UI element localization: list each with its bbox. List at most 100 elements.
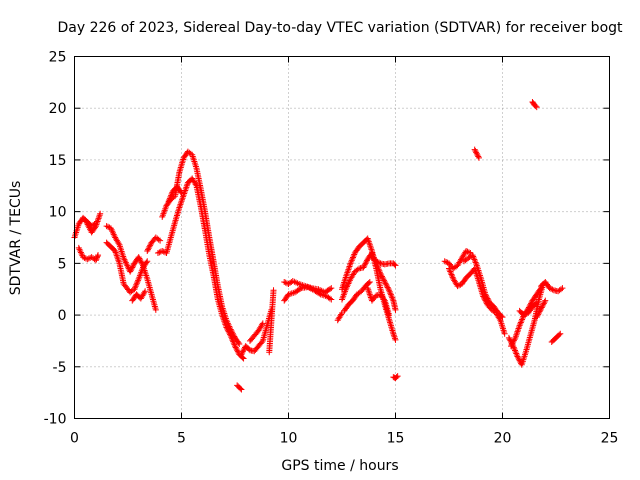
data-point <box>326 295 333 302</box>
data-point <box>538 305 545 312</box>
data-point <box>84 256 91 263</box>
data-point <box>510 337 517 344</box>
series-arc-26 <box>460 252 506 321</box>
data-point <box>133 280 140 287</box>
data-point <box>557 330 564 337</box>
data-point <box>393 374 400 381</box>
data-point <box>168 192 175 199</box>
y-tick-label: 5 <box>58 256 67 272</box>
data-point <box>388 293 395 300</box>
data-point <box>512 349 519 356</box>
data-point <box>234 347 241 354</box>
data-point <box>92 224 99 231</box>
data-point <box>132 284 139 291</box>
data-point <box>239 348 246 355</box>
series-arc-12 <box>238 306 275 358</box>
data-point <box>535 310 542 317</box>
series-arc-22 <box>364 285 393 319</box>
data-point <box>532 300 539 307</box>
data-point <box>238 386 245 393</box>
data-point <box>447 269 454 276</box>
data-point <box>471 146 478 153</box>
data-point <box>92 257 99 264</box>
data-point <box>532 103 539 110</box>
x-tick-label: 10 <box>280 431 298 447</box>
data-point <box>133 281 140 288</box>
data-point <box>328 285 335 292</box>
series-arc-04 <box>103 223 159 313</box>
data-point <box>475 154 482 161</box>
data-point <box>546 285 553 292</box>
data-point <box>94 253 101 260</box>
data-point <box>156 249 163 256</box>
data-point <box>386 287 393 294</box>
data-point <box>366 278 373 285</box>
data-point <box>93 254 100 261</box>
data-point <box>386 312 393 319</box>
data-point <box>80 254 87 261</box>
data-point <box>387 290 394 297</box>
series-arc-34 <box>548 330 564 345</box>
data-point <box>381 277 388 284</box>
data-point <box>513 350 520 357</box>
series-arc-19 <box>339 250 399 313</box>
y-tick-label: -10 <box>44 412 67 428</box>
data-point <box>93 255 100 262</box>
data-point <box>136 255 143 262</box>
chart-title: Day 226 of 2023, Sidereal Day-to-day VTE… <box>57 20 623 36</box>
data-point <box>517 320 524 327</box>
data-point <box>464 248 471 255</box>
data-point <box>354 266 361 273</box>
x-tick-label: 25 <box>601 431 619 447</box>
data-point <box>441 258 448 265</box>
axis-ticks <box>74 56 610 419</box>
data-point <box>232 343 238 350</box>
grid <box>74 56 610 419</box>
data-point <box>227 326 234 333</box>
data-point <box>472 259 479 266</box>
data-point <box>132 283 139 290</box>
data-point <box>374 258 381 265</box>
data-point <box>383 283 390 290</box>
data-point <box>131 286 138 293</box>
data-point <box>517 319 524 326</box>
data-point <box>238 351 245 358</box>
y-tick-label: 10 <box>49 205 67 221</box>
data-point <box>508 341 515 348</box>
series-arc-03 <box>82 210 104 236</box>
series-arc-09 <box>159 148 243 348</box>
x-tick-label: 0 <box>70 431 79 447</box>
data-point <box>350 254 357 261</box>
data-point <box>237 385 244 392</box>
data-point <box>540 301 547 308</box>
data-point <box>362 260 369 267</box>
data-point <box>533 299 540 306</box>
data-point <box>233 345 240 352</box>
data-point <box>384 284 391 291</box>
data-point <box>373 258 380 265</box>
data-point <box>508 343 515 350</box>
data-point <box>147 242 154 249</box>
data-point <box>443 258 450 265</box>
data-point <box>471 257 478 264</box>
data-point <box>376 269 383 276</box>
data-point <box>518 317 525 324</box>
data-point <box>394 373 401 380</box>
data-point <box>379 274 386 281</box>
data-point <box>485 296 492 303</box>
series-arc-06 <box>129 288 149 304</box>
data-point <box>154 250 161 257</box>
data-point <box>361 261 368 268</box>
data-point <box>127 267 134 274</box>
data-point <box>146 243 153 250</box>
series-arc-24 <box>441 247 474 272</box>
data-point <box>144 247 151 254</box>
data-point <box>258 339 265 346</box>
data-point <box>536 308 543 315</box>
x-tick-labels: 0 5 10 15 20 25 <box>70 431 618 447</box>
data-point <box>230 332 237 339</box>
data-point <box>122 259 129 266</box>
data-point <box>258 321 265 328</box>
data-point <box>232 344 239 351</box>
data-point <box>137 256 144 263</box>
